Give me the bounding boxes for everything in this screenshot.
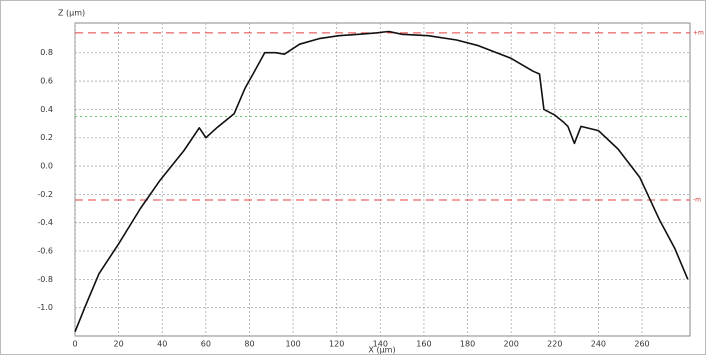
x-tick-label: 100 bbox=[285, 340, 300, 349]
x-tick-label: 200 bbox=[504, 340, 519, 349]
profile-line bbox=[74, 30, 689, 333]
y-tick-label: -0.4 bbox=[37, 218, 53, 227]
x-tick-label: 240 bbox=[591, 340, 606, 349]
x-tick-label: 0 bbox=[72, 340, 77, 349]
y-tick-label: 0.4 bbox=[40, 105, 53, 114]
y-tick-label: -1.0 bbox=[37, 303, 53, 312]
y-tick-label: 0.0 bbox=[40, 162, 53, 171]
y-tick-label: -0.8 bbox=[37, 275, 53, 284]
x-tick-label: 220 bbox=[547, 340, 562, 349]
x-axis-label: X (µm) bbox=[368, 346, 395, 355]
reference-label: +m bbox=[693, 29, 704, 36]
x-tick-label: 80 bbox=[244, 340, 254, 349]
x-tick-label: 40 bbox=[157, 340, 167, 349]
y-tick-label: 0.2 bbox=[40, 133, 53, 142]
x-tick-label: 180 bbox=[460, 340, 475, 349]
y-axis-label: Z (µm) bbox=[58, 9, 85, 18]
y-tick-label: 0.8 bbox=[40, 48, 53, 57]
y-tick-label: -0.6 bbox=[37, 247, 53, 256]
reference-label: -m bbox=[693, 197, 701, 204]
y-tick-label: -0.2 bbox=[37, 190, 53, 199]
x-tick-label: 140 bbox=[373, 340, 388, 349]
x-tick-label: 120 bbox=[329, 340, 344, 349]
y-tick-label: 0.6 bbox=[40, 77, 53, 86]
x-tick-label: 260 bbox=[634, 340, 649, 349]
x-tick-label: 160 bbox=[416, 340, 431, 349]
x-tick-label: 20 bbox=[114, 340, 124, 349]
x-tick-label: 60 bbox=[201, 340, 211, 349]
